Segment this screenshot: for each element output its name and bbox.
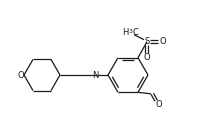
Text: H: H (122, 28, 128, 37)
Text: N: N (91, 71, 98, 79)
Text: C: C (132, 28, 138, 37)
Text: O: O (18, 71, 24, 79)
Text: O: O (159, 37, 165, 46)
Text: S: S (144, 37, 149, 46)
Text: O: O (155, 100, 162, 109)
Text: 3: 3 (128, 29, 132, 34)
Text: O: O (143, 53, 150, 62)
